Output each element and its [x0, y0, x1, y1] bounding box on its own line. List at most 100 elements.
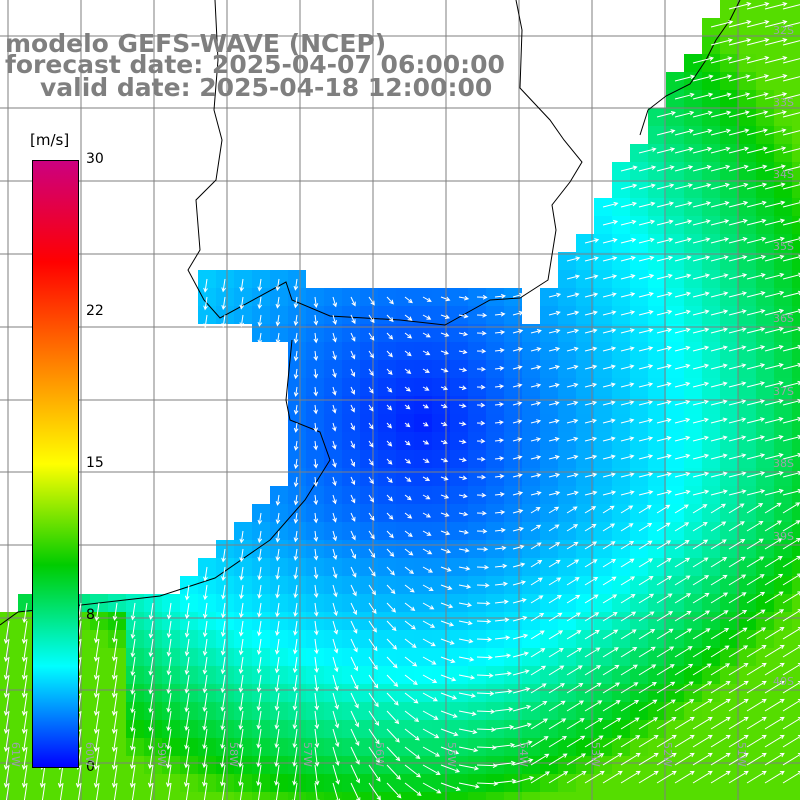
wind-arrow — [782, 22, 800, 28]
wind-arrow — [458, 475, 468, 481]
wind-arrow — [256, 728, 262, 749]
wind-arrow — [746, 556, 765, 568]
wind-arrow — [386, 602, 397, 613]
wind-arrow — [782, 538, 800, 550]
wind-arrow — [512, 365, 523, 370]
wind-arrow — [638, 454, 654, 460]
wind-arrow — [548, 683, 565, 694]
wind-arrow — [620, 576, 636, 586]
wind-arrow — [566, 577, 580, 586]
wind-arrow — [292, 782, 298, 800]
wind-arrow — [113, 782, 118, 800]
wind-arrow — [93, 638, 100, 662]
wind-arrow — [764, 609, 785, 622]
wind-arrow — [782, 770, 800, 784]
wind-arrow — [203, 782, 208, 800]
wind-arrow — [332, 368, 337, 378]
wind-cell — [108, 792, 126, 800]
wind-arrow — [656, 382, 672, 388]
wind-arrow — [692, 110, 713, 118]
wind-arrow — [602, 436, 616, 442]
wind-arrow — [782, 398, 800, 406]
wind-arrow — [548, 735, 567, 748]
wind-arrow — [220, 746, 226, 768]
wind-arrow — [386, 656, 398, 669]
wind-arrow — [782, 112, 800, 118]
wind-arrow — [710, 146, 731, 154]
wind-arrow — [404, 638, 417, 649]
lon-label-52w: 52W — [661, 742, 674, 767]
wind-arrow — [530, 365, 542, 370]
wind-arrow — [386, 368, 393, 375]
wind-arrow — [93, 656, 100, 681]
wind-cell — [792, 792, 800, 800]
wind-arrow — [674, 237, 692, 244]
wind-arrow — [368, 710, 380, 726]
wind-arrow — [41, 782, 46, 800]
wind-arrow — [728, 20, 752, 28]
wind-arrow — [350, 638, 358, 653]
wind-cell — [792, 522, 800, 540]
wind-arrow — [440, 602, 454, 609]
wind-arrow — [422, 440, 430, 445]
wind-arrow — [692, 521, 708, 532]
wind-arrow — [512, 401, 523, 406]
wind-arrow — [458, 313, 469, 319]
wind-arrow — [512, 473, 523, 478]
wind-arrow — [620, 472, 635, 478]
wind-arrow — [332, 566, 338, 579]
wind-arrow — [692, 128, 713, 136]
wind-arrow — [184, 692, 190, 713]
lat-label-37s: 37S — [773, 385, 794, 398]
wind-cell — [414, 792, 432, 800]
wind-arrow — [728, 363, 747, 370]
wind-arrow — [292, 656, 298, 674]
wind-arrow — [386, 458, 393, 465]
wind-cell — [792, 774, 800, 792]
wind-arrow — [368, 296, 375, 306]
wind-arrow — [710, 716, 731, 730]
wind-arrow — [203, 296, 208, 311]
wind-arrow — [746, 662, 767, 676]
wind-arrow — [728, 309, 747, 316]
wind-arrow — [275, 512, 281, 525]
wind-arrow — [476, 438, 486, 444]
wind-arrow — [728, 556, 746, 568]
wind-arrow — [220, 656, 226, 675]
wind-arrow — [692, 610, 711, 622]
wind-cell — [486, 792, 504, 800]
wind-arrow — [22, 602, 28, 624]
wind-arrow — [404, 368, 412, 374]
wind-cell — [576, 792, 594, 800]
wind-arrow — [620, 183, 638, 190]
wind-arrow — [21, 620, 28, 645]
colorbar-tick-15: 15 — [86, 455, 104, 471]
wind-arrow — [494, 293, 506, 299]
wind-arrow — [674, 557, 691, 568]
wind-arrow — [584, 346, 598, 352]
wind-arrow — [692, 381, 710, 388]
wind-arrow — [422, 656, 437, 665]
wind-arrow — [728, 399, 747, 406]
wind-arrow — [530, 665, 547, 676]
wind-cell — [792, 648, 800, 666]
wind-arrow — [566, 490, 579, 496]
wind-arrow — [368, 638, 378, 652]
wind-cell — [738, 792, 756, 800]
wind-arrow — [275, 566, 280, 580]
wind-arrow — [746, 381, 766, 388]
wind-arrow — [746, 734, 767, 748]
wind-arrow — [494, 509, 506, 515]
wind-arrow — [548, 383, 560, 388]
wind-arrow — [512, 526, 525, 532]
wind-arrow — [692, 681, 713, 694]
wind-arrow — [440, 674, 457, 682]
wind-arrow — [111, 674, 118, 699]
wind-arrow — [764, 698, 785, 712]
wind-arrow — [494, 707, 514, 712]
lon-label-55w: 55W — [445, 742, 458, 767]
wind-arrow — [332, 476, 337, 487]
wind-arrow — [638, 629, 656, 640]
wind-arrow — [566, 559, 580, 568]
wind-arrow — [440, 548, 452, 554]
